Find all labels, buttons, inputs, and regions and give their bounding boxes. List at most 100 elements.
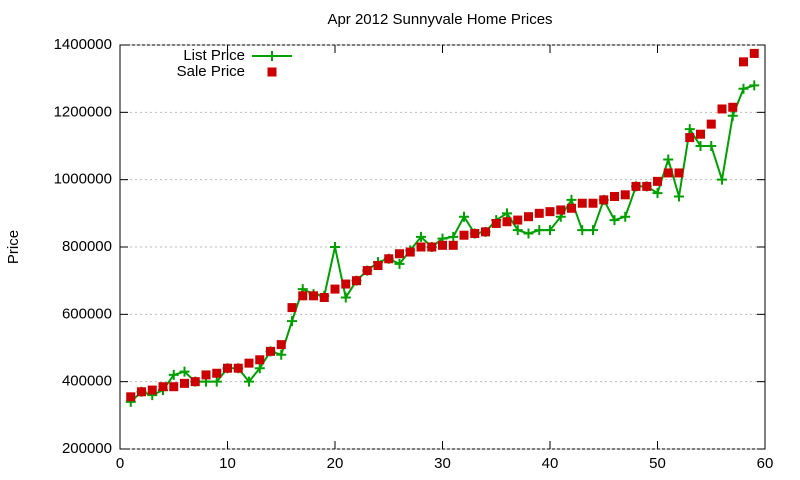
legend-marker [267,67,277,77]
data-point [223,363,232,373]
data-point [405,247,415,257]
data-point [524,212,533,222]
data-point [534,225,545,236]
data-point [373,261,383,271]
data-point [137,387,146,397]
data-point [588,198,598,208]
y-tick-label: 1400000 [54,36,112,53]
data-point [330,284,340,294]
data-point [211,376,222,387]
data-point [609,215,620,226]
data-point [523,228,534,239]
data-point [179,366,190,377]
x-tick-label: 60 [757,455,774,472]
x-tick-label: 40 [542,455,559,472]
x-tick-label: 10 [219,455,236,472]
data-point [620,211,631,222]
data-point [620,190,630,200]
data-point [201,370,211,380]
data-point [276,349,287,360]
data-point [642,181,652,191]
data-point [330,242,340,252]
data-point [663,168,673,178]
data-point [577,198,587,208]
data-point [749,80,760,91]
data-point [663,154,674,165]
data-point [448,231,459,242]
data-point [610,192,619,201]
data-point [362,266,372,276]
data-point [534,208,544,218]
data-point [352,276,361,286]
data-point [287,303,297,313]
data-point [340,292,351,303]
data-point [631,181,641,191]
y-tick-label: 1000000 [54,171,112,188]
data-point [254,363,265,374]
data-point [653,176,662,186]
data-point [513,215,523,225]
y-tick-label: 200000 [62,440,112,457]
data-point [567,203,576,213]
y-axis-label: Price [5,230,22,264]
data-point [652,188,663,199]
data-point [276,340,286,350]
data-point [309,291,318,301]
y-tick-label: 1200000 [54,103,112,120]
data-point [695,141,706,151]
data-point [696,129,705,139]
data-point [168,369,179,380]
x-tick-label: 0 [116,455,124,472]
chart-title: Apr 2012 Sunnyvale Home Prices [327,11,552,28]
data-point [416,231,426,242]
data-point [459,211,469,222]
data-point [126,392,136,402]
data-point [727,110,738,121]
data-point [739,57,748,67]
data-point [394,258,405,269]
data-point [438,240,447,250]
data-point [491,218,501,228]
data-point [459,230,469,240]
data-point [674,191,684,202]
data-point [545,207,555,217]
data-point [706,119,716,129]
data-point [674,168,684,178]
data-point [244,358,254,368]
data-point [147,385,157,395]
data-point [416,242,426,252]
data-point [266,346,275,356]
data-point [212,368,222,378]
y-tick-label: 800000 [62,238,112,255]
data-point [512,225,523,236]
data-point [502,208,512,219]
data-point [556,205,566,215]
x-tick-label: 20 [327,455,344,472]
data-point [384,254,394,264]
data-point [599,195,609,205]
data-point [158,382,168,392]
data-point [481,227,490,237]
data-point [180,378,189,388]
data-point [341,279,351,289]
data-point [427,242,437,252]
y-tick-label: 600000 [62,305,112,322]
data-point [448,240,458,250]
data-point [190,377,200,387]
data-point [255,355,265,365]
data-point [298,291,308,301]
data-point [233,363,243,373]
data-point [244,376,254,387]
data-point [684,124,695,135]
data-point [545,225,555,236]
data-point [395,249,404,259]
data-point [319,293,329,302]
data-point [738,83,749,94]
data-point [577,225,588,236]
data-point [685,133,695,143]
data-point [706,141,717,151]
legend-label: Sale Price [177,63,245,80]
data-point [566,194,577,205]
